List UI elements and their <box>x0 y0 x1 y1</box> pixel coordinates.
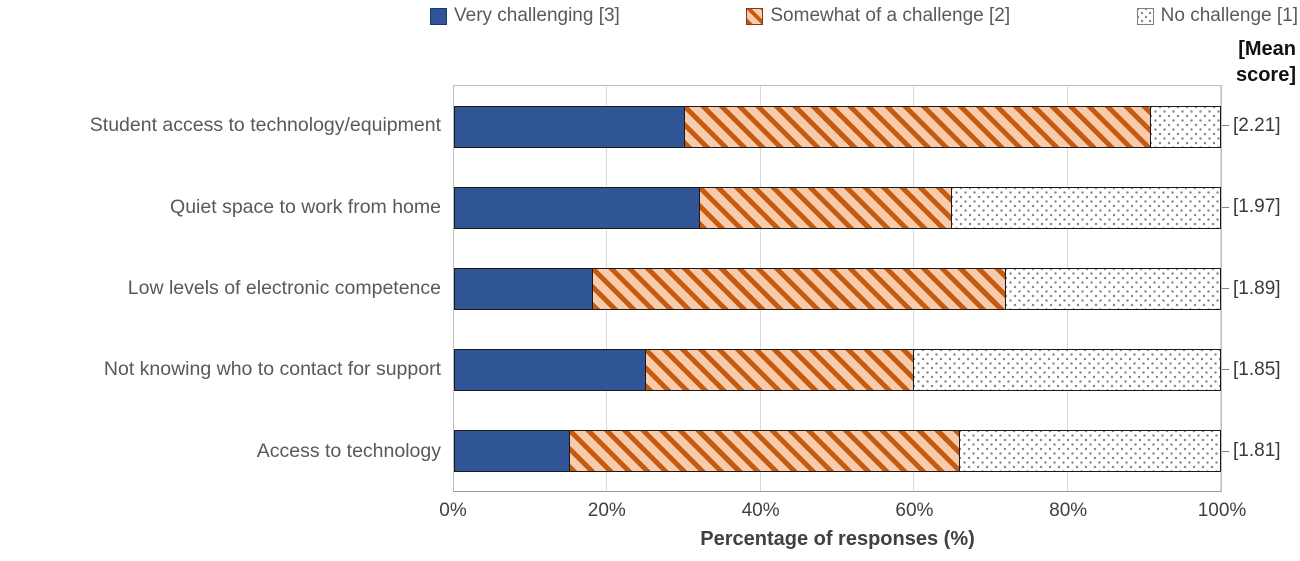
legend-item: Somewhat of a challenge [2] <box>746 5 1010 27</box>
mean-score-value: [1.97] <box>1233 196 1281 218</box>
bar-segment-no-challenge <box>959 430 1220 471</box>
legend-item-label: No challenge [1] <box>1160 5 1298 26</box>
mean-tick-mark <box>1222 450 1229 452</box>
bar-segment-very-challenging <box>455 349 647 390</box>
legend-item: No challenge [1] <box>1136 5 1298 27</box>
mean-tick-mark <box>1222 369 1229 371</box>
category-labels: Student access to technology/equipment Qu… <box>0 85 441 492</box>
category-label: Access to technology <box>256 439 441 462</box>
bar-row <box>454 329 1221 410</box>
bar-segment-very-challenging <box>455 430 570 471</box>
bar-segment-no-challenge <box>952 187 1220 228</box>
mean-score-header: [Mean score] <box>1235 38 1296 86</box>
bar-row <box>454 167 1221 248</box>
bar-segment-somewhat <box>684 106 1152 147</box>
legend-item-label: Very challenging [3] <box>454 5 620 26</box>
mean-score-item: [2.21] <box>1222 85 1300 166</box>
category-label: Student access to technology/equipment <box>89 114 441 137</box>
category-label: Not knowing who to contact for support <box>103 358 441 381</box>
bar-segment-no-challenge <box>1151 106 1220 147</box>
mean-score-item: [1.85] <box>1222 329 1300 410</box>
mean-tick-mark <box>1222 288 1229 290</box>
x-axis-ticks: 0% 20% 40% 60% 80% 100% <box>439 500 1246 524</box>
bar-segment-somewhat <box>699 187 953 228</box>
stacked-bar <box>454 267 1221 310</box>
mean-score-value: [1.89] <box>1233 277 1281 299</box>
bar-segment-no-challenge <box>1005 268 1220 309</box>
bar-segment-very-challenging <box>455 268 593 309</box>
stacked-bar <box>454 105 1221 148</box>
bar-row <box>454 86 1221 167</box>
mean-tick-mark <box>1222 125 1229 127</box>
mean-score-value: [2.21] <box>1233 114 1281 136</box>
x-axis-tick-label: 80% <box>1049 500 1088 521</box>
stacked-bar <box>454 348 1221 391</box>
mean-score-value: [1.85] <box>1233 358 1281 380</box>
mean-tick-mark <box>1222 206 1229 208</box>
solid-blue-icon <box>430 7 447 25</box>
mean-score-value: [1.81] <box>1233 440 1281 462</box>
bar-segment-very-challenging <box>455 187 700 228</box>
bar-rows <box>454 86 1221 491</box>
mean-score-item: [1.97] <box>1222 166 1300 247</box>
legend-item-label: Somewhat of a challenge [2] <box>770 5 1011 26</box>
gray-dotted-icon <box>1136 7 1154 25</box>
bar-segment-no-challenge <box>914 349 1220 390</box>
stacked-bar <box>454 186 1221 229</box>
mean-column: [2.21] [1.97] [1.89] [1.85] [1.81] <box>1222 85 1300 492</box>
x-axis-tick-label: 100% <box>1197 500 1247 521</box>
mean-score-item: [1.89] <box>1222 248 1300 329</box>
stacked-bar <box>454 429 1221 472</box>
category-label: Quiet space to work from home <box>170 195 441 218</box>
legend-item: Very challenging [3] <box>430 5 620 27</box>
bar-segment-somewhat <box>592 268 1006 309</box>
legend: Very challenging [3] Somewhat of a challe… <box>430 2 1298 30</box>
bar-segment-very-challenging <box>455 106 685 147</box>
x-axis-tick-label: 0% <box>439 500 467 521</box>
x-axis-title: Percentage of responses (%) <box>700 528 975 550</box>
bar-segment-somewhat <box>646 349 914 390</box>
x-axis-tick-label: 20% <box>587 500 626 521</box>
bar-row <box>454 248 1221 329</box>
bar-row <box>454 410 1221 491</box>
mean-score-item: [1.81] <box>1222 411 1300 492</box>
x-axis-tick-label: 40% <box>741 500 780 521</box>
bar-segment-somewhat <box>569 430 960 471</box>
orange-diagonal-stripes-icon <box>746 7 764 25</box>
category-label: Low levels of electronic competence <box>127 277 441 300</box>
plot-area <box>453 85 1222 492</box>
x-axis-tick-label: 60% <box>895 500 934 521</box>
